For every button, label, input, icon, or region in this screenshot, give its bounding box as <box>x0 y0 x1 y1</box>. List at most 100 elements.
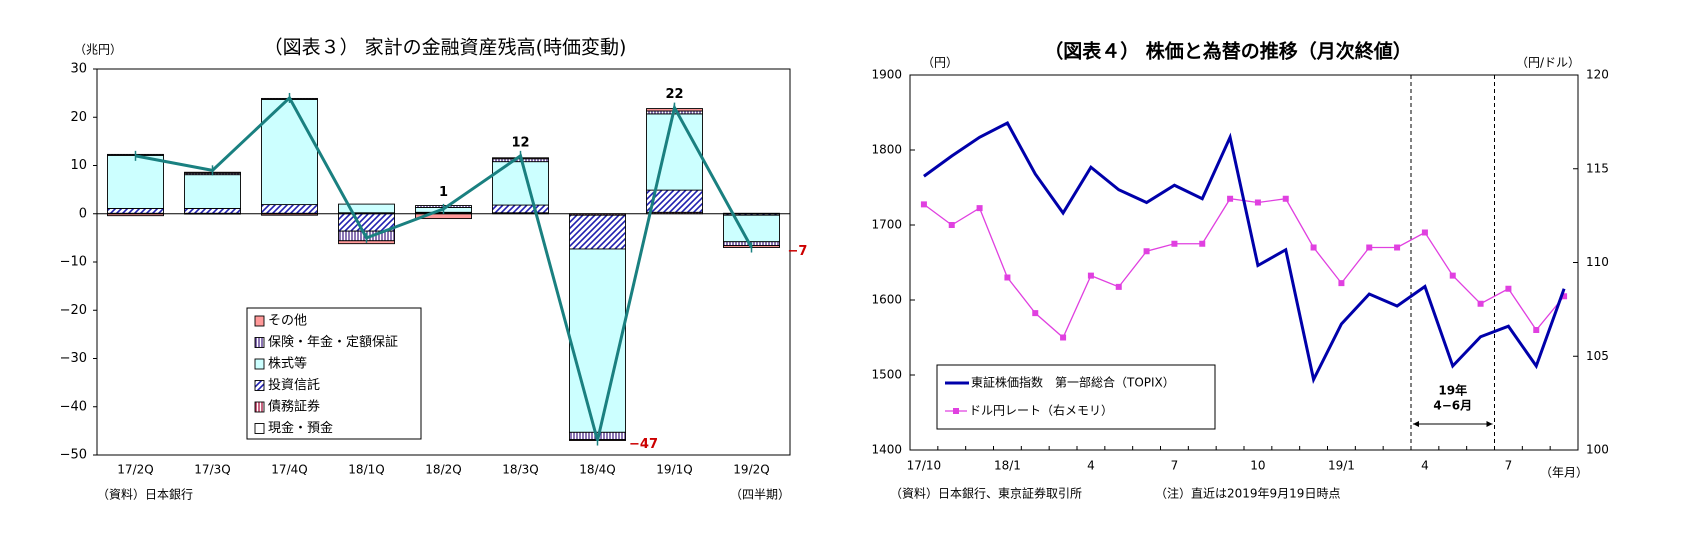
chart1-y-tick-label: −40 <box>60 399 87 414</box>
chart2-usdjpy-marker <box>976 205 983 212</box>
chart2-y-left-unit-label: （円） <box>922 56 958 70</box>
chart2-y-left-tick-label: 1600 <box>871 293 902 307</box>
chart2-annotation-arrowhead-right <box>1486 421 1493 427</box>
chart2-annotation-arrowhead-left <box>1413 421 1419 427</box>
chart2-usdjpy-marker <box>1338 280 1345 287</box>
chart1-bar-株式等-17/3Q <box>184 174 241 209</box>
chart1-x-tick-label: 17/3Q <box>194 463 230 477</box>
chart2-usdjpy-marker <box>948 222 955 228</box>
chart1-data-label: 12 <box>511 135 529 150</box>
chart2-x-tick-label: 19/1 <box>1328 459 1355 473</box>
chart1-legend-swatch <box>254 337 265 348</box>
chart1-bar-株式等-18/1Q <box>338 203 395 214</box>
chart1-x-tick-label: 18/1Q <box>348 463 384 477</box>
chart2-x-tick-label: 10 <box>1250 459 1265 473</box>
chart1-x-unit-label: （四半期） <box>730 488 790 502</box>
chart1-bar-株式等-19/1Q <box>646 113 703 191</box>
chart1-data-label: 22 <box>665 87 683 102</box>
chart1-legend-swatch <box>254 423 265 434</box>
chart2-legend-usdjpy-marker <box>953 408 959 414</box>
chart2-y-left-tick-label: 1400 <box>871 443 902 457</box>
chart2-y-left-tick-label: 1800 <box>871 143 902 157</box>
chart1-legend-label: 現金・預金 <box>268 420 333 436</box>
chart2-legend-usdjpy-label: ドル円レート（右メモリ） <box>969 403 1113 418</box>
chart2-usdjpy-marker <box>1310 244 1317 251</box>
chart1-y-tick-label: −50 <box>60 448 87 463</box>
chart2-y-right-tick-label: 100 <box>1586 443 1609 457</box>
chart2-usdjpy-marker <box>1533 327 1540 333</box>
chart2-usdjpy-marker <box>1032 310 1039 317</box>
chart1-legend-box <box>246 307 422 440</box>
chart1-bar-投資信託-17/2Q <box>107 207 164 214</box>
chart1-y-tick-label: 30 <box>70 62 87 77</box>
chart2-usdjpy-marker <box>1449 272 1456 279</box>
chart2-x-tick-label: 4 <box>1087 459 1095 473</box>
chart1-bar-株式等-18/4Q <box>569 248 626 433</box>
chart2-usdjpy-marker <box>1366 244 1373 251</box>
chart2-y-right-unit-label: （円/ドル） <box>1516 56 1580 70</box>
chart1-x-tick-label: 18/4Q <box>579 463 615 477</box>
chart1-bar-投資信託-18/3Q <box>492 204 549 214</box>
chart2-x-tick-label: 7 <box>1171 459 1179 473</box>
chart2-y-left-tick-label: 1900 <box>871 68 902 82</box>
chart1-bar-株式等-19/2Q <box>723 214 780 243</box>
chart1-y-tick-label: −20 <box>60 303 87 318</box>
chart2-legend-topix-label: 東証株価指数 第一部総合（TOPIX） <box>971 375 1175 390</box>
chart2-topix-line <box>923 120 1566 384</box>
chart2-y-right-tick-label: 120 <box>1586 68 1609 82</box>
chart2-usdjpy-marker <box>1199 240 1206 247</box>
chart1-x-tick-label: 18/3Q <box>502 463 538 477</box>
chart1-data-label: −7 <box>788 244 808 259</box>
chart2-usdjpy-marker <box>1421 229 1428 236</box>
chart2-annotation-line1: 19年 <box>1438 383 1467 398</box>
chart2-x-unit-label: （年月） <box>1540 466 1588 480</box>
chart2-title: （図表４） 株価と為替の推移（月次終値） <box>1044 40 1412 63</box>
chart1-x-tick-label: 17/2Q <box>117 463 153 477</box>
chart2-usdjpy-marker <box>1254 199 1261 206</box>
chart2-x-tick-label: 17/10 <box>907 459 942 473</box>
chart1-y-tick-label: 20 <box>70 110 87 125</box>
chart2-x-tick-label: 18/1 <box>994 459 1021 473</box>
chart1-data-label: 1 <box>439 185 448 200</box>
chart2-usdjpy-marker <box>1115 283 1122 290</box>
chart1-x-tick-label: 17/4Q <box>271 463 307 477</box>
chart2-footnote: （注）直近は2019年9月19日時点 <box>1155 486 1340 501</box>
chart2-y-right-tick-label: 105 <box>1586 349 1609 363</box>
chart2-x-tick-label: 7 <box>1505 459 1513 473</box>
chart1-y-tick-label: −30 <box>60 351 87 366</box>
chart1-bar-株式等-17/2Q <box>107 154 164 209</box>
chart1-legend-label: 株式等 <box>268 356 307 372</box>
chart2-usdjpy-marker <box>1087 272 1094 279</box>
chart1-x-tick-label: 18/2Q <box>425 463 461 477</box>
chart2-legend-box <box>936 364 1216 430</box>
chart2-usdjpy-marker <box>1227 195 1234 202</box>
chart1-legend-swatch <box>254 401 265 413</box>
chart2-y-right-tick-label: 115 <box>1586 161 1609 175</box>
chart2-x-tick-label: 4 <box>1421 459 1429 473</box>
chart1-x-tick-label: 19/2Q <box>733 463 769 477</box>
chart1-legend-swatch <box>254 380 265 391</box>
chart2-usdjpy-marker <box>1505 285 1512 292</box>
chart2-usdjpy-marker <box>920 201 927 208</box>
chart2-usdjpy-marker <box>1060 334 1067 341</box>
chart1-bar-投資信託-17/4Q <box>261 204 318 214</box>
chart2-usdjpy-marker <box>1477 300 1484 307</box>
chart2-y-left-tick-label: 1700 <box>871 218 902 232</box>
chart1-data-label: −47 <box>629 437 658 452</box>
chart1-bar-投資信託-18/4Q <box>569 214 626 250</box>
chart1-legend-label: 投資信託 <box>268 377 320 393</box>
chart2-annotation-bg <box>1424 383 1481 417</box>
chart2-usdjpy-marker <box>1171 240 1178 247</box>
chart1-bar-投資信託-18/1Q <box>338 213 395 232</box>
chart1-source-note: （資料）日本銀行 <box>97 488 193 502</box>
chart2-y-right-tick-label: 110 <box>1586 255 1609 269</box>
chart2-y-left-tick-label: 1500 <box>871 368 902 382</box>
chart1-y-unit-label: （兆円） <box>74 43 122 57</box>
chart1-bar-株式等-17/4Q <box>261 98 318 206</box>
chart1-legend-label: 保険・年金・定額保証 <box>268 334 398 350</box>
chart2-usdjpy-marker <box>1282 195 1289 202</box>
chart2-usdjpy-line <box>923 198 1565 339</box>
chart1-y-tick-label: −10 <box>60 255 87 270</box>
chart1-legend-swatch <box>254 358 265 370</box>
